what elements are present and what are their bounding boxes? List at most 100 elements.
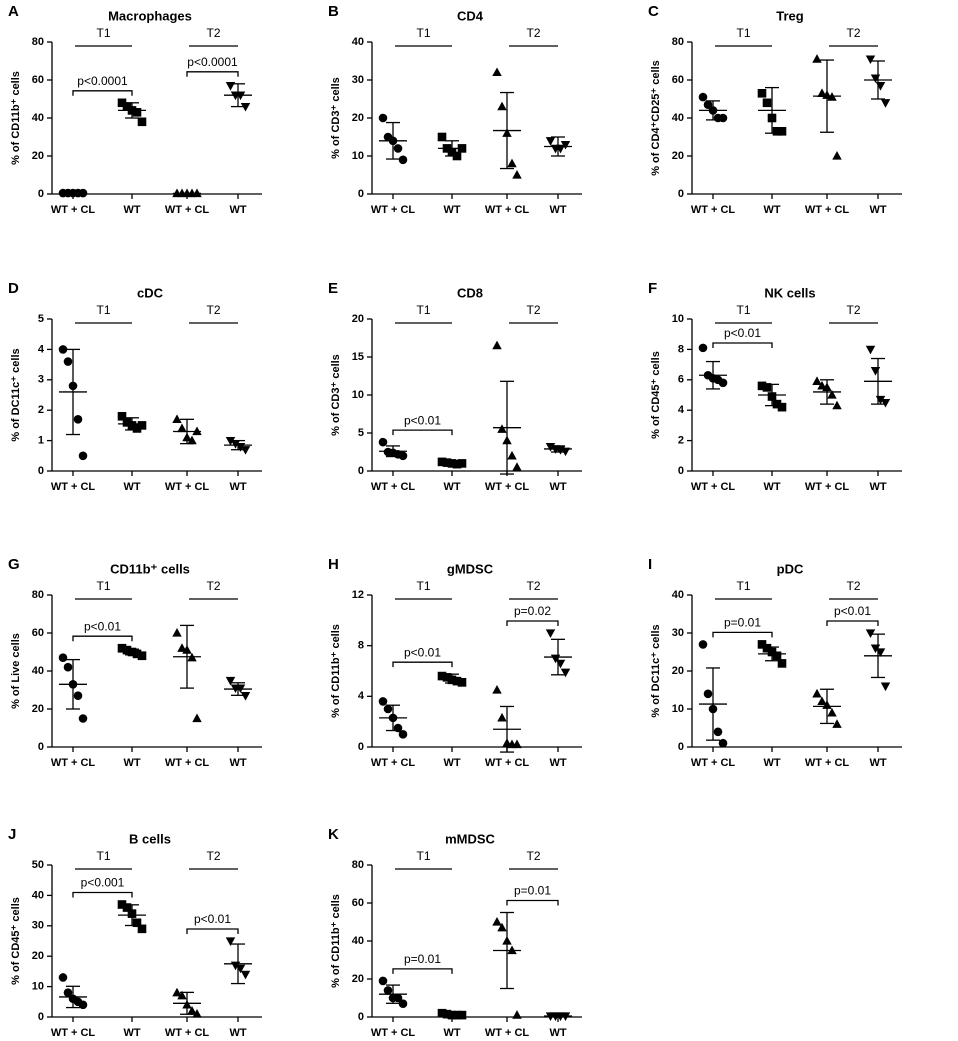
point	[757, 381, 767, 391]
point	[880, 398, 891, 408]
y-tick-label: 80	[32, 589, 44, 601]
point	[880, 682, 891, 692]
y-tick-label: 2	[38, 404, 44, 416]
point	[187, 1005, 197, 1015]
point	[718, 113, 728, 123]
point	[512, 462, 522, 471]
y-tick-label: 0	[38, 465, 44, 477]
y-tick-label: 40	[672, 589, 684, 601]
x-tick-label: WT	[229, 757, 246, 769]
point	[240, 102, 251, 112]
panel-title: CD4	[457, 8, 484, 23]
x-tick-label: WT + CL	[805, 481, 850, 493]
point	[777, 127, 787, 136]
significance-bracket	[826, 620, 879, 626]
x-tick-label: WT	[229, 481, 246, 493]
point	[117, 900, 127, 909]
x-tick-label: WT	[549, 757, 566, 769]
point	[122, 102, 132, 111]
point	[187, 435, 197, 445]
timepoint-label: T2	[526, 303, 540, 317]
panel: E CD8 % of CD3⁺ cells 0 5 10 15 20 WT + CL WT WT +…	[328, 280, 582, 493]
panel-letter: H	[328, 556, 339, 573]
x-tick-label: WT	[123, 481, 140, 493]
point	[832, 719, 842, 728]
y-tick-label: 4	[38, 343, 45, 355]
timepoint-label: T1	[416, 26, 430, 40]
timepoint-label: T2	[206, 849, 220, 863]
y-axis-label: % of CD11b⁺ cells	[330, 624, 342, 718]
point	[865, 345, 876, 355]
point	[378, 697, 388, 706]
point	[827, 707, 837, 717]
significance-bracket	[712, 631, 773, 638]
x-tick-label: WT + CL	[165, 1027, 210, 1039]
y-tick-label: 20	[32, 150, 44, 162]
significance-bracket	[392, 661, 453, 668]
y-tick-label: 60	[32, 74, 44, 86]
y-axis-label: % of CD4⁺CD25⁺ cells	[650, 60, 662, 176]
panel: J B cells % of CD45⁺ cells 0 10 20 30 40 50 WT + …	[8, 826, 262, 1039]
y-tick-label: 3	[38, 374, 44, 386]
y-tick-label: 20	[352, 313, 364, 325]
x-tick-label: WT + CL	[371, 481, 416, 493]
p-value: p<0.01	[194, 912, 231, 926]
point	[63, 988, 73, 997]
point	[492, 685, 502, 694]
panel: F NK cells % of CD45⁺ cells 0 2 4 6 8 10 WT + CL W…	[648, 280, 902, 493]
significance-bracket	[712, 342, 773, 348]
y-tick-label: 0	[358, 188, 364, 200]
panel-letter: B	[328, 3, 339, 20]
panel-letter: E	[328, 280, 338, 297]
point	[698, 92, 708, 102]
point	[78, 714, 88, 723]
x-tick-label: WT + CL	[805, 757, 850, 769]
x-tick-label: WT + CL	[51, 481, 96, 493]
panel-letter: K	[328, 826, 339, 843]
significance-bracket	[506, 899, 559, 906]
y-tick-label: 4	[358, 690, 365, 702]
point	[875, 82, 886, 91]
point	[177, 423, 187, 433]
point	[117, 98, 127, 108]
point	[137, 421, 147, 430]
point	[172, 987, 182, 997]
panel-title: mMDSC	[445, 831, 495, 846]
point	[58, 345, 68, 354]
y-tick-label: 15	[352, 351, 364, 363]
x-tick-label: WT	[229, 1027, 246, 1039]
point	[832, 151, 842, 160]
y-tick-label: 40	[352, 935, 364, 947]
point	[398, 999, 408, 1008]
y-tick-label: 0	[358, 1011, 364, 1023]
x-tick-label: WT + CL	[51, 757, 96, 769]
point	[240, 970, 251, 980]
panel-title: Macrophages	[108, 8, 192, 23]
x-tick-label: WT + CL	[485, 1027, 530, 1039]
point	[437, 132, 447, 142]
x-tick-label: WT	[123, 204, 140, 216]
p-value: p<0.01	[404, 413, 441, 427]
point	[398, 155, 408, 165]
y-tick-label: 20	[672, 150, 684, 162]
point	[832, 400, 842, 410]
point	[442, 673, 452, 682]
point	[865, 629, 876, 638]
point	[192, 713, 202, 723]
point	[398, 451, 408, 461]
x-tick-label: WT	[229, 204, 246, 216]
timepoint-label: T2	[206, 303, 220, 317]
point	[378, 437, 388, 447]
y-tick-label: 20	[672, 665, 684, 677]
point	[378, 113, 388, 123]
point	[452, 459, 462, 469]
point	[762, 98, 772, 108]
x-tick-label: WT + CL	[691, 204, 736, 216]
y-tick-label: 10	[352, 150, 364, 162]
point	[817, 696, 827, 706]
p-value: p=0.01	[724, 616, 761, 630]
point	[777, 402, 787, 412]
y-tick-label: 2	[678, 435, 684, 447]
y-tick-label: 40	[352, 36, 364, 48]
